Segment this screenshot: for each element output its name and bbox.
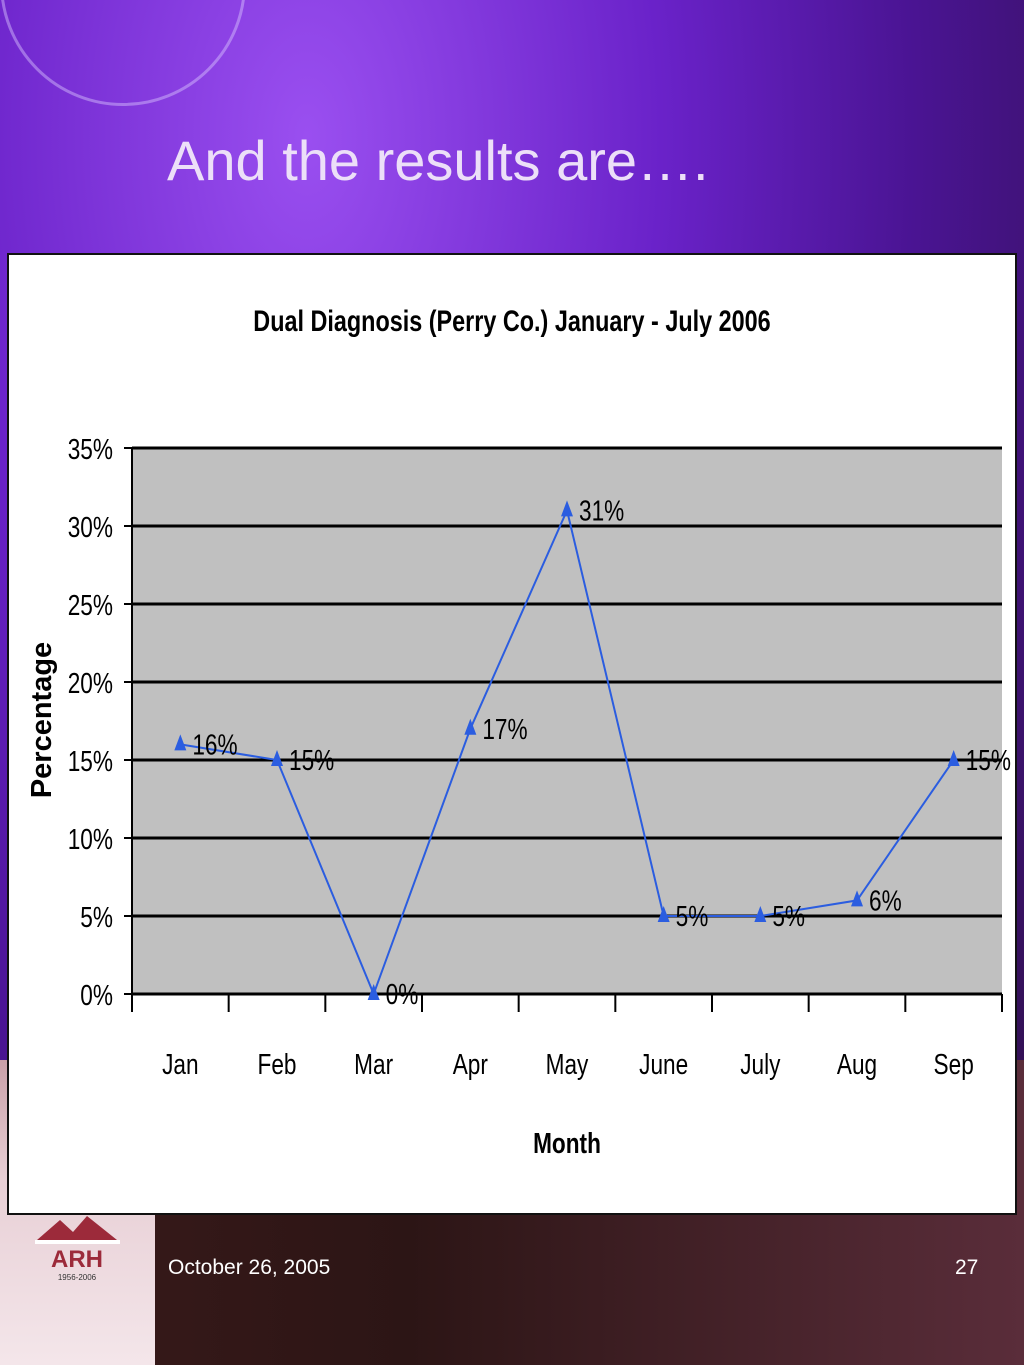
data-label: 17% xyxy=(482,712,527,745)
data-label: 15% xyxy=(289,743,334,776)
line-chart: Dual Diagnosis (Perry Co.) January - Jul… xyxy=(26,304,1011,1159)
x-tick-label: Aug xyxy=(837,1047,877,1080)
data-point-marker xyxy=(561,500,573,517)
page-number: 27 xyxy=(955,1256,979,1279)
arh-logo: ARH 1956-2006 xyxy=(35,1216,120,1282)
x-tick-labels: Jan Feb Mar Apr May June July Aug Sep xyxy=(162,1047,974,1080)
x-tick-label: Apr xyxy=(453,1047,488,1080)
chart-container: Dual Diagnosis (Perry Co.) January - Jul… xyxy=(7,253,1017,1215)
y-tick-label: 10% xyxy=(68,822,113,855)
data-label: 15% xyxy=(966,743,1011,776)
y-tick-label: 30% xyxy=(68,510,113,543)
y-tick-label: 15% xyxy=(68,744,113,777)
data-label: 6% xyxy=(869,884,902,917)
logo-text: ARH xyxy=(51,1246,103,1273)
x-tick-label: May xyxy=(546,1047,589,1080)
data-series xyxy=(174,500,960,1000)
axes xyxy=(124,447,1003,1012)
y-tick-label: 35% xyxy=(68,432,113,465)
x-tick-label: Jan xyxy=(162,1047,198,1080)
x-tick-label: June xyxy=(639,1047,688,1080)
data-point-marker xyxy=(367,984,380,1000)
logo-mountain-icon xyxy=(37,1216,117,1240)
x-tick-label: July xyxy=(740,1047,780,1080)
data-point-marker xyxy=(851,890,863,907)
chart-title: Dual Diagnosis (Perry Co.) January - Jul… xyxy=(253,304,770,337)
decorative-circle xyxy=(0,0,246,106)
y-tick-labels: 0% 5% 10% 15% 20% 25% 30% 35% xyxy=(68,432,113,1011)
data-label: 0% xyxy=(386,977,419,1010)
logo-bar xyxy=(35,1240,120,1244)
y-tick-label: 5% xyxy=(80,900,113,933)
y-tick-label: 20% xyxy=(68,666,113,699)
data-label: 16% xyxy=(192,728,237,761)
x-tick-label: Mar xyxy=(354,1047,393,1080)
x-tick-label: Sep xyxy=(934,1047,974,1080)
y-tick-label: 25% xyxy=(68,588,113,621)
data-label: 31% xyxy=(579,494,624,527)
data-point-marker xyxy=(947,750,960,766)
footer-date: October 26, 2005 xyxy=(168,1256,331,1279)
logo-years: 1956-2006 xyxy=(58,1273,97,1282)
data-point-marker xyxy=(271,750,283,766)
x-axis-title: Month xyxy=(533,1126,601,1159)
data-point-marker xyxy=(174,734,187,751)
slide-title: And the results are…. xyxy=(167,129,709,192)
y-axis-title: Percentage xyxy=(26,642,58,798)
data-labels: 16% 15% 0% 17% 31% 5% 5% 6% 15% xyxy=(192,494,1011,1011)
data-point-marker xyxy=(464,718,477,735)
data-point-marker xyxy=(754,906,767,922)
y-tick-label: 0% xyxy=(80,978,113,1011)
data-point-marker xyxy=(657,906,670,922)
data-label: 5% xyxy=(676,899,709,932)
x-tick-label: Feb xyxy=(258,1047,297,1080)
data-label: 5% xyxy=(772,899,805,932)
